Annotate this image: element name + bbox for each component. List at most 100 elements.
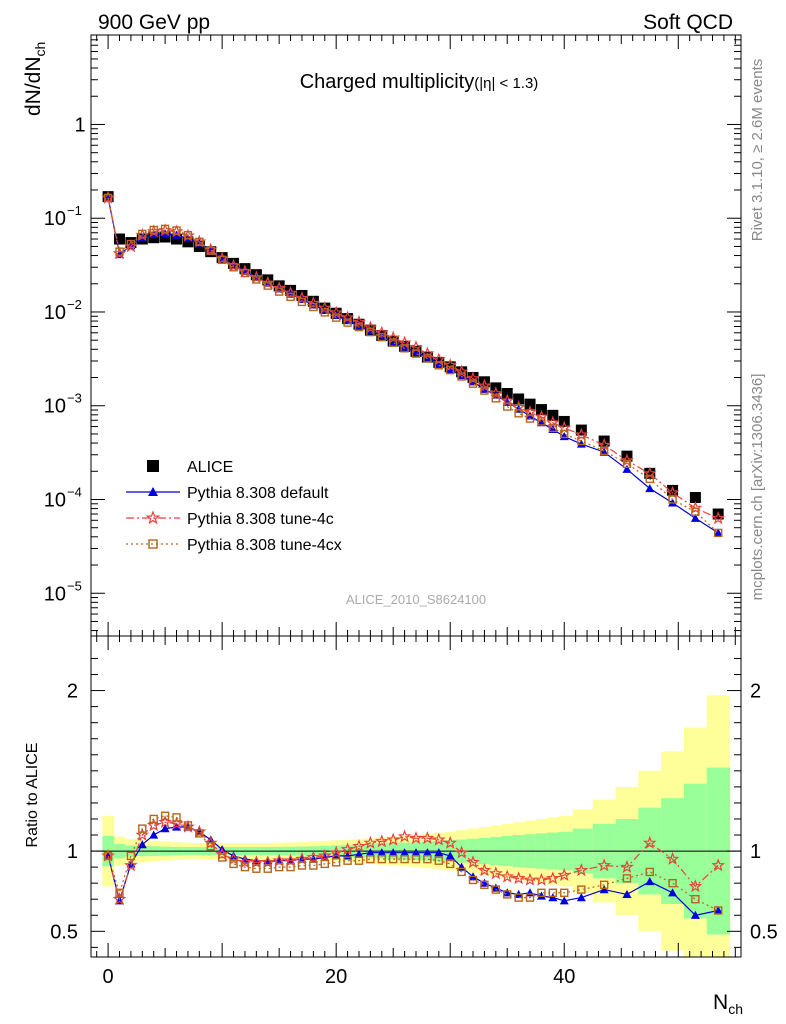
ratio-data-point [488, 866, 503, 880]
ratio-data-point [286, 862, 295, 872]
ratio-data-point [306, 850, 321, 864]
ratio-data-point [409, 831, 423, 845]
ratio-data-point [203, 835, 218, 849]
ratio-data-point [169, 816, 184, 830]
main-data-point [644, 467, 656, 479]
ratio-data-point [297, 861, 307, 870]
ratio-data-point [479, 878, 489, 887]
ratio-data-point [135, 827, 150, 841]
ratio-y-tick-label: 1 [67, 841, 78, 863]
main-data-point [691, 507, 700, 516]
main-data-point [576, 439, 586, 448]
ratio-data-point [491, 883, 501, 892]
ratio-data-point [620, 859, 634, 874]
main-data-point [477, 378, 492, 392]
ratio-data-point [443, 835, 458, 849]
ratio-data-point [149, 814, 158, 824]
ratio-data-point [354, 856, 364, 865]
ratio-data-point [597, 858, 612, 872]
ratio-data-point [365, 848, 375, 857]
main-data-point [713, 528, 723, 537]
main-data-point [422, 352, 432, 361]
ratio-data-point [545, 871, 560, 885]
main-data-point [172, 230, 182, 239]
legend-entry: Pythia 8.308 tune-4c [126, 510, 334, 528]
ratio-data-point [688, 879, 703, 893]
main-data-point [229, 263, 238, 272]
ratio-data-point [477, 863, 492, 877]
energy-label: 900 GeV pp [98, 11, 210, 34]
main-data-point [434, 361, 444, 370]
main-data-point [183, 230, 193, 240]
ratio-y-tick-label-right: 0.5 [750, 921, 778, 943]
ratio-data-point [645, 877, 655, 886]
main-data-point [252, 275, 261, 284]
x-tick-label: 20 [325, 966, 347, 988]
ratio-data-point [146, 818, 161, 832]
main-series-layer [101, 190, 726, 538]
y-tick-exponent: −2 [67, 297, 82, 312]
ratio-data-point [331, 858, 341, 867]
main-data-point [263, 281, 272, 290]
ratio-data-point [388, 854, 398, 864]
y-tick-exponent: −3 [67, 391, 82, 406]
main-data-point [306, 295, 321, 310]
main-data-point [537, 417, 546, 426]
main-data-point [329, 305, 344, 319]
ratio-data-point [252, 864, 261, 873]
ratio-data-point [713, 905, 723, 915]
ratio-data-point [468, 875, 478, 885]
ratio-data-point [172, 813, 181, 822]
main-data-point [309, 302, 318, 312]
ratio-data-point [503, 890, 512, 899]
main-data-point [114, 233, 126, 245]
main-data-point [388, 338, 398, 347]
ratio-series-line [107, 821, 719, 902]
main-data-point [420, 346, 435, 360]
main-data-point [352, 314, 366, 328]
legend-label: Pythia 8.308 tune-4cx [187, 537, 342, 554]
ratio-data-point [423, 854, 432, 864]
main-data-point [688, 500, 703, 514]
main-ylabel: dN/dNch [22, 42, 48, 116]
chart-title: Charged multiplicity(|η| < 1.3) [300, 71, 539, 93]
ratio-data-point [240, 862, 250, 872]
ratio-y-tick-label-right: 2 [750, 681, 761, 703]
main-data-point [443, 358, 458, 372]
y-tick-exponent: −1 [67, 203, 82, 218]
ratio-data-point [559, 896, 569, 905]
ratio-data-point [317, 848, 332, 862]
ratio-data-point [537, 888, 546, 897]
main-data-point [283, 285, 298, 299]
main-data-point [115, 247, 124, 256]
legend: ALICE Pythia 8.308 default Pythia 8.308 tu… [126, 459, 342, 554]
ratio-data-point [320, 859, 329, 869]
main-data-point [503, 402, 512, 411]
ratio-y-tick-label: 0.5 [50, 921, 78, 943]
main-data-point [386, 330, 401, 344]
y-tick-exponent: −5 [67, 578, 82, 593]
ratio-data-point [400, 848, 410, 857]
main-data-point [536, 418, 546, 427]
main-data-point [620, 453, 634, 467]
main-data-point [126, 239, 136, 249]
ratio-data-point [500, 869, 515, 883]
main-data-point [434, 359, 444, 368]
ratio-data-point [112, 891, 127, 906]
y-tick-exponent: −4 [67, 484, 82, 499]
ratio-data-point [160, 811, 170, 820]
ratio-data-point [599, 880, 609, 889]
legend-label: Pythia 8.308 default [187, 485, 329, 502]
ratio-data-point [525, 893, 535, 902]
main-data-point [534, 409, 549, 423]
ratio-data-point [309, 861, 318, 870]
ratio-data-point [511, 871, 526, 885]
ratio-data-point [126, 851, 136, 861]
main-data-point [366, 327, 375, 337]
ratio-data-point [548, 893, 558, 902]
main-data-point [103, 193, 113, 203]
main-data-point [560, 429, 569, 439]
main-data-point [667, 484, 679, 496]
main-data-point [446, 365, 455, 375]
